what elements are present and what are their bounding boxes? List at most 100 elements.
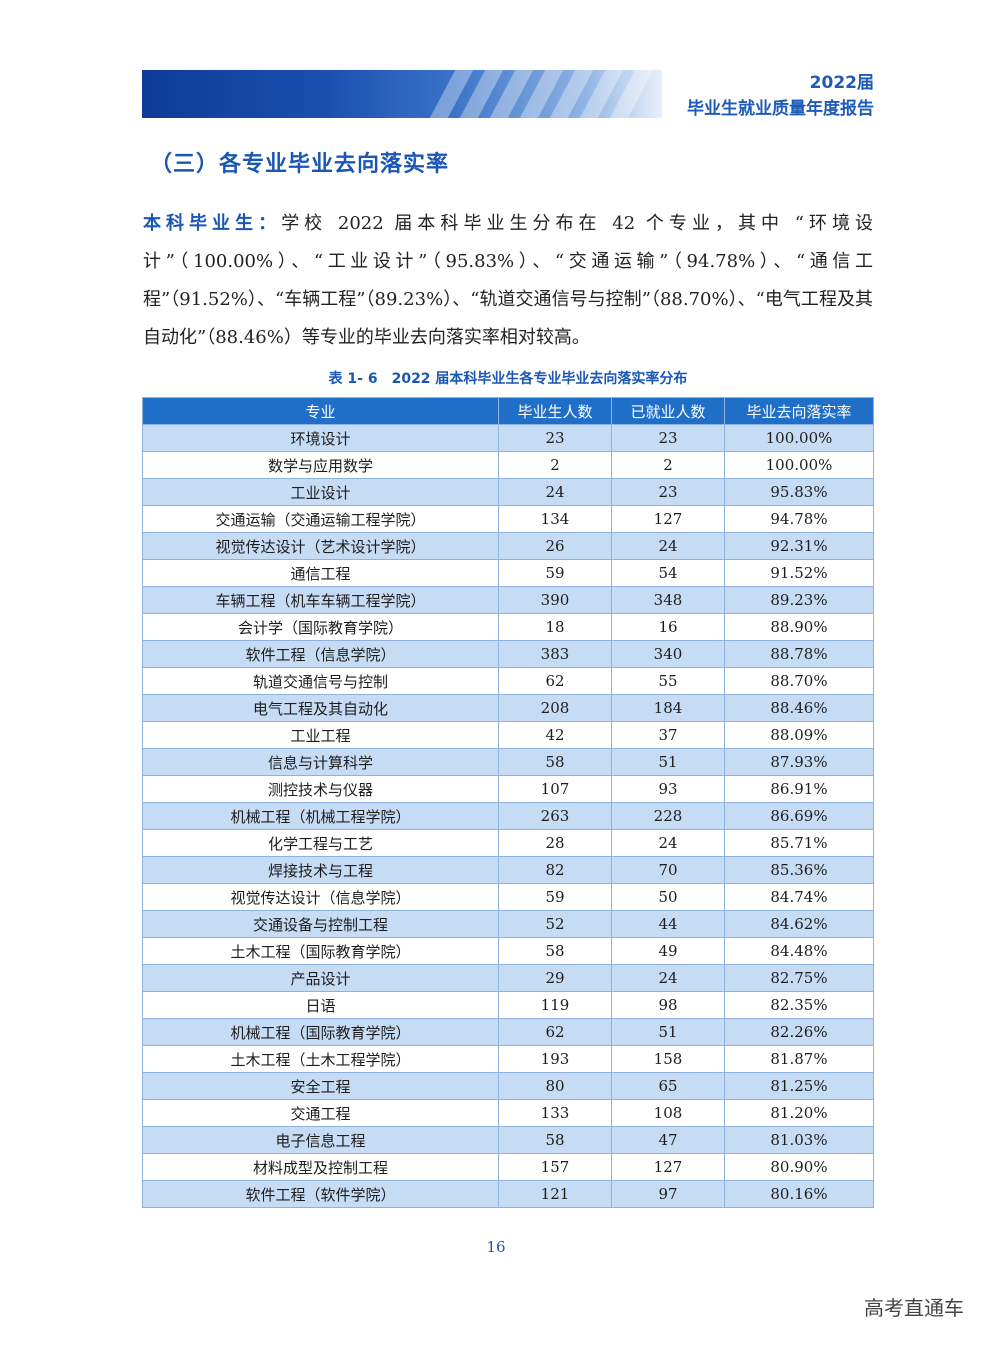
cell-employed: 127 bbox=[611, 505, 725, 533]
cell-employed: 158 bbox=[611, 1045, 725, 1073]
cell-employed: 55 bbox=[611, 667, 725, 695]
cell-graduates: 193 bbox=[498, 1045, 612, 1073]
cell-employed: 97 bbox=[611, 1180, 725, 1208]
cell-major: 视觉传达设计（信息学院） bbox=[142, 883, 499, 911]
cell-rate: 85.36% bbox=[724, 856, 874, 884]
table-row: 土木工程（土木工程学院） 193 158 81.87% bbox=[142, 1045, 874, 1073]
cell-major: 数学与应用数学 bbox=[142, 451, 499, 479]
cell-major: 车辆工程（机车车辆工程学院） bbox=[142, 586, 499, 614]
cell-graduates: 62 bbox=[498, 667, 612, 695]
cell-graduates: 58 bbox=[498, 937, 612, 965]
cell-graduates: 134 bbox=[498, 505, 612, 533]
cell-rate: 80.90% bbox=[724, 1153, 874, 1181]
cell-rate: 82.26% bbox=[724, 1018, 874, 1046]
cell-major: 测控技术与仪器 bbox=[142, 775, 499, 803]
cell-graduates: 62 bbox=[498, 1018, 612, 1046]
cell-major: 土木工程（国际教育学院） bbox=[142, 937, 499, 965]
cell-major: 软件工程（信息学院） bbox=[142, 640, 499, 668]
cell-graduates: 107 bbox=[498, 775, 612, 803]
table-row: 测控技术与仪器 107 93 86.91% bbox=[142, 775, 874, 803]
cell-graduates: 263 bbox=[498, 802, 612, 830]
cell-rate: 91.52% bbox=[724, 559, 874, 587]
intro-paragraph: 本科毕业生：学校 2022 届本科毕业生分布在 42 个专业，其中 “环境设计”… bbox=[143, 205, 873, 357]
cell-major: 交通运输（交通运输工程学院） bbox=[142, 505, 499, 533]
paragraph-text: 学校 2022 届本科毕业生分布在 42 个专业，其中 “环境设计”（100.0… bbox=[143, 213, 873, 348]
cell-major: 安全工程 bbox=[142, 1072, 499, 1100]
cell-major: 日语 bbox=[142, 991, 499, 1019]
cell-graduates: 157 bbox=[498, 1153, 612, 1181]
cell-rate: 82.35% bbox=[724, 991, 874, 1019]
cell-major: 材料成型及控制工程 bbox=[142, 1153, 499, 1181]
table-row: 机械工程（国际教育学院） 62 51 82.26% bbox=[142, 1018, 874, 1046]
table-row: 土木工程（国际教育学院） 58 49 84.48% bbox=[142, 937, 874, 965]
report-year: 2022届 bbox=[809, 73, 874, 93]
cell-rate: 88.46% bbox=[724, 694, 874, 722]
cell-major: 电子信息工程 bbox=[142, 1126, 499, 1154]
cell-employed: 70 bbox=[611, 856, 725, 884]
cell-major: 视觉传达设计（艺术设计学院） bbox=[142, 532, 499, 560]
cell-major: 交通设备与控制工程 bbox=[142, 910, 499, 938]
cell-employed: 127 bbox=[611, 1153, 725, 1181]
table-row: 材料成型及控制工程 157 127 80.90% bbox=[142, 1153, 874, 1181]
cell-graduates: 121 bbox=[498, 1180, 612, 1208]
cell-major: 通信工程 bbox=[142, 559, 499, 587]
section-title: （三）各专业毕业去向落实率 bbox=[150, 152, 450, 177]
table-row: 工业设计 24 23 95.83% bbox=[142, 478, 874, 506]
table-row: 焊接技术与工程 82 70 85.36% bbox=[142, 856, 874, 884]
cell-employed: 23 bbox=[611, 424, 725, 452]
cell-graduates: 80 bbox=[498, 1072, 612, 1100]
page-number: 16 bbox=[486, 1238, 506, 1256]
cell-graduates: 59 bbox=[498, 559, 612, 587]
cell-graduates: 2 bbox=[498, 451, 612, 479]
cell-rate: 88.09% bbox=[724, 721, 874, 749]
cell-graduates: 133 bbox=[498, 1099, 612, 1127]
cell-graduates: 58 bbox=[498, 1126, 612, 1154]
column-header-rate: 毕业去向落实率 bbox=[724, 397, 874, 425]
cell-rate: 100.00% bbox=[724, 451, 874, 479]
cell-major: 会计学（国际教育学院） bbox=[142, 613, 499, 641]
table-row: 视觉传达设计（信息学院） 59 50 84.74% bbox=[142, 883, 874, 911]
cell-major: 机械工程（国际教育学院） bbox=[142, 1018, 499, 1046]
cell-rate: 89.23% bbox=[724, 586, 874, 614]
cell-employed: 24 bbox=[611, 829, 725, 857]
cell-graduates: 383 bbox=[498, 640, 612, 668]
cell-graduates: 18 bbox=[498, 613, 612, 641]
table-row: 日语 119 98 82.35% bbox=[142, 991, 874, 1019]
cell-graduates: 42 bbox=[498, 721, 612, 749]
cell-rate: 87.93% bbox=[724, 748, 874, 776]
cell-employed: 47 bbox=[611, 1126, 725, 1154]
cell-major: 轨道交通信号与控制 bbox=[142, 667, 499, 695]
cell-employed: 2 bbox=[611, 451, 725, 479]
report-name: 毕业生就业质量年度报告 bbox=[687, 99, 874, 119]
cell-rate: 81.25% bbox=[724, 1072, 874, 1100]
cell-rate: 84.48% bbox=[724, 937, 874, 965]
table-row: 轨道交通信号与控制 62 55 88.70% bbox=[142, 667, 874, 695]
table-row: 工业工程 42 37 88.09% bbox=[142, 721, 874, 749]
table-row: 通信工程 59 54 91.52% bbox=[142, 559, 874, 587]
cell-rate: 81.20% bbox=[724, 1099, 874, 1127]
cell-graduates: 82 bbox=[498, 856, 612, 884]
table-row: 数学与应用数学 2 2 100.00% bbox=[142, 451, 874, 479]
report-title: 2022届 毕业生就业质量年度报告 bbox=[687, 70, 874, 122]
cell-employed: 50 bbox=[611, 883, 725, 911]
cell-major: 土木工程（土木工程学院） bbox=[142, 1045, 499, 1073]
cell-graduates: 59 bbox=[498, 883, 612, 911]
table-row: 化学工程与工艺 28 24 85.71% bbox=[142, 829, 874, 857]
cell-rate: 92.31% bbox=[724, 532, 874, 560]
table-row: 软件工程（信息学院） 383 340 88.78% bbox=[142, 640, 874, 668]
cell-major: 环境设计 bbox=[142, 424, 499, 452]
cell-graduates: 208 bbox=[498, 694, 612, 722]
cell-graduates: 29 bbox=[498, 964, 612, 992]
cell-rate: 100.00% bbox=[724, 424, 874, 452]
cell-graduates: 23 bbox=[498, 424, 612, 452]
column-header-major: 专业 bbox=[142, 397, 499, 425]
table-row: 环境设计 23 23 100.00% bbox=[142, 424, 874, 452]
cell-major: 工业工程 bbox=[142, 721, 499, 749]
cell-graduates: 390 bbox=[498, 586, 612, 614]
cell-employed: 24 bbox=[611, 532, 725, 560]
cell-employed: 24 bbox=[611, 964, 725, 992]
cell-graduates: 26 bbox=[498, 532, 612, 560]
cell-employed: 44 bbox=[611, 910, 725, 938]
table-row: 安全工程 80 65 81.25% bbox=[142, 1072, 874, 1100]
table-body: 环境设计 23 23 100.00% 数学与应用数学 2 2 100.00% 工业设计 24 23 9… bbox=[142, 424, 874, 1208]
